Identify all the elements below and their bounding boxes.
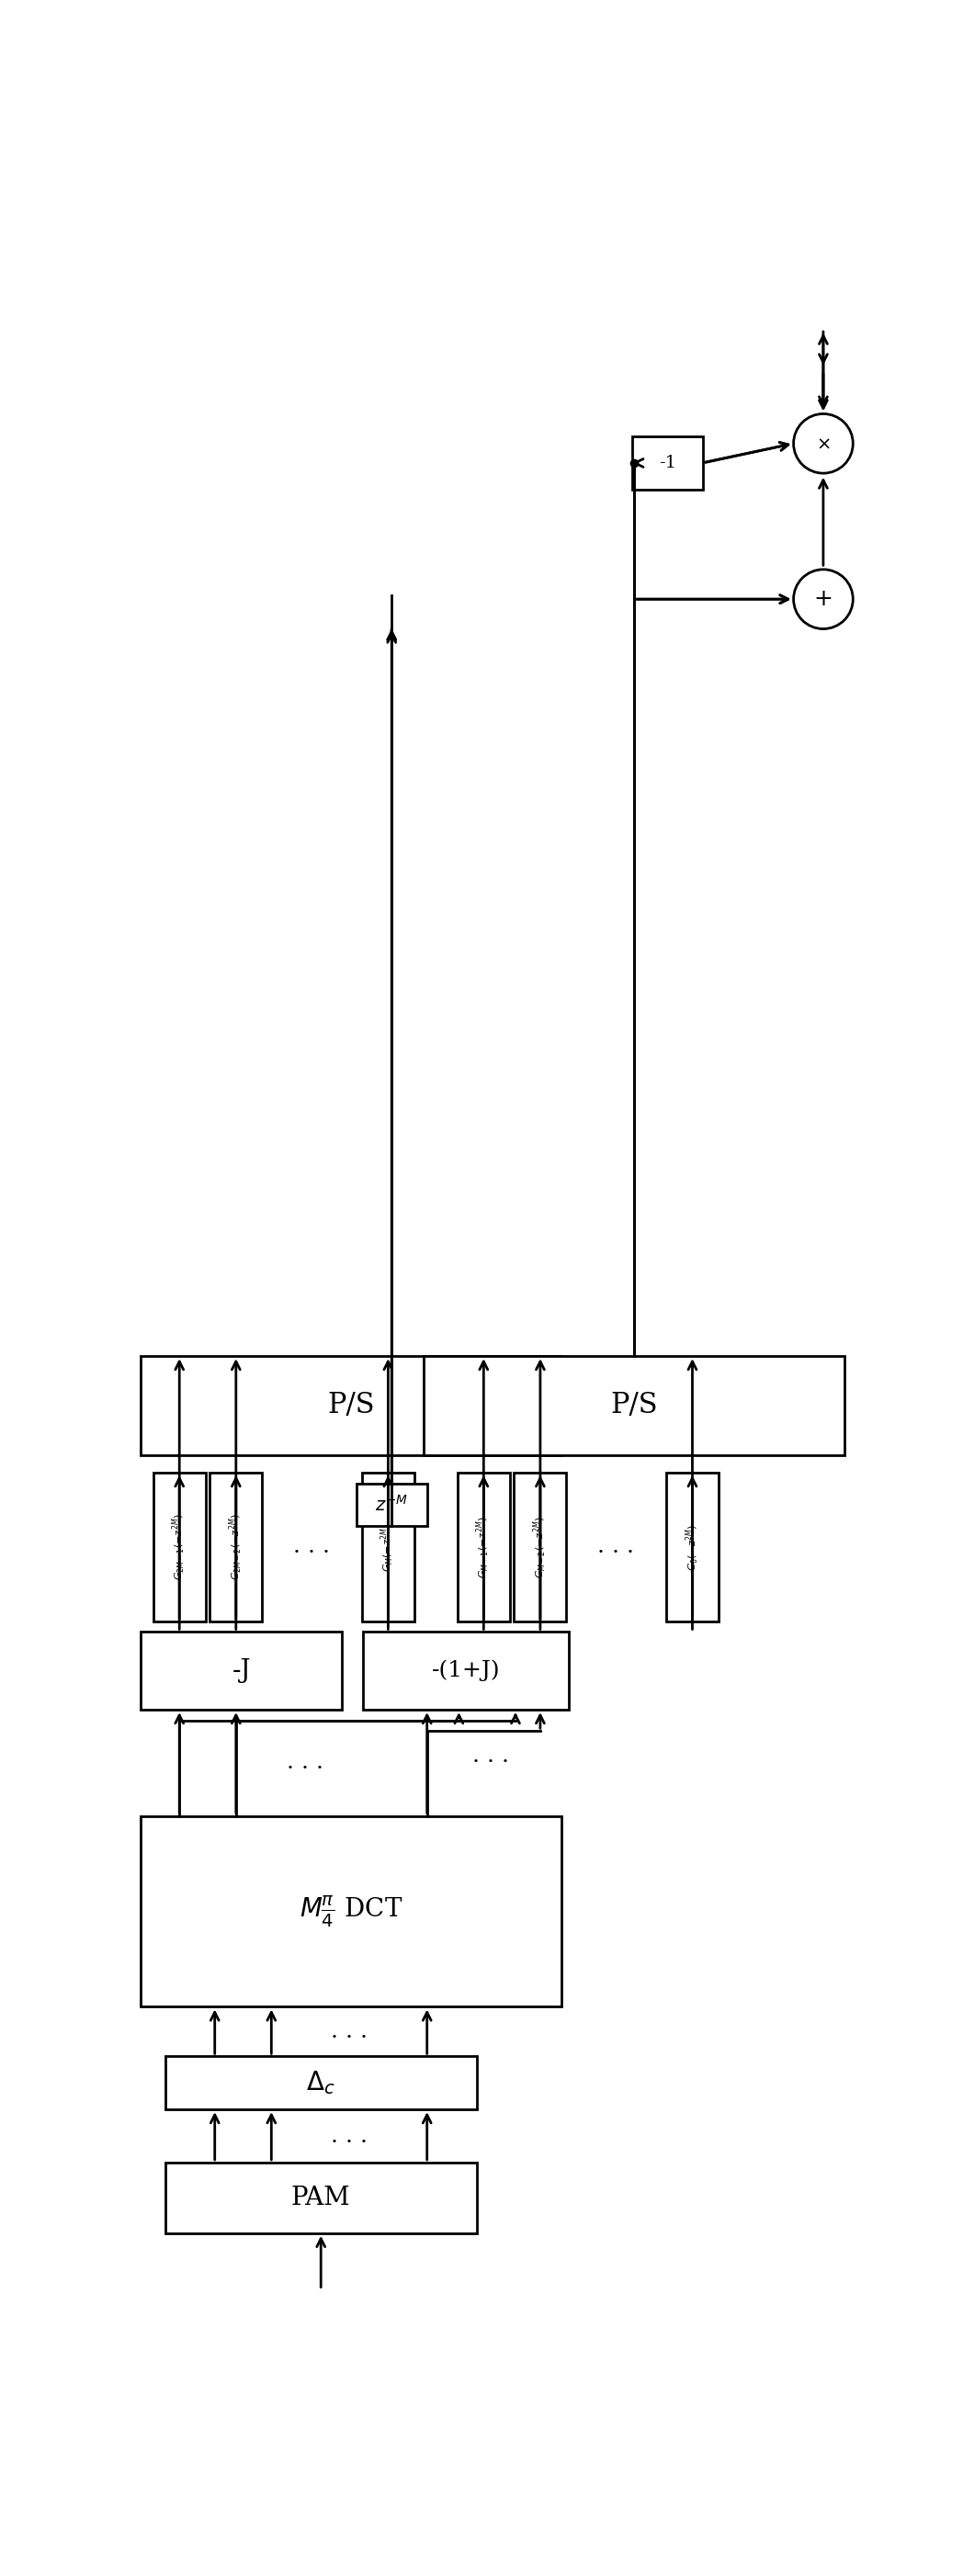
Text: . . .: . . . (472, 1744, 509, 1767)
Text: $G_{2M-2}(-z^{2M})$: $G_{2M-2}(-z^{2M})$ (227, 1515, 245, 1579)
Text: . . .: . . . (287, 1752, 324, 1772)
Text: . . .: . . . (294, 1535, 330, 1558)
Text: $\Delta_c$: $\Delta_c$ (306, 2069, 335, 2097)
Text: +: + (814, 587, 833, 611)
Bar (141, 1633, 342, 1710)
Text: . . .: . . . (331, 2022, 368, 2043)
Text: P/S: P/S (327, 1391, 375, 1419)
Text: $\times$: $\times$ (816, 435, 830, 453)
Text: $G_{M-2}(-z^{2M})$: $G_{M-2}(-z^{2M})$ (532, 1517, 549, 1579)
Text: -(1+J): -(1+J) (431, 1659, 500, 1682)
Bar (153, 1473, 205, 1620)
Circle shape (794, 415, 853, 474)
Text: PAM: PAM (291, 2184, 351, 2210)
Text: $z^{-M}$: $z^{-M}$ (376, 1494, 408, 1515)
Text: $G_M(-z^{2M})$: $G_M(-z^{2M})$ (379, 1522, 397, 1571)
Text: $M\frac{\pi}{4}$ DCT: $M\frac{\pi}{4}$ DCT (299, 1893, 403, 1929)
Text: P/S: P/S (611, 1391, 658, 1419)
Bar (666, 1473, 718, 1620)
Bar (514, 1473, 566, 1620)
Text: $G_0(-z^{2M})$: $G_0(-z^{2M})$ (684, 1522, 701, 1571)
Bar (424, 1355, 845, 1455)
Bar (141, 1355, 561, 1455)
Bar (363, 1633, 568, 1710)
Text: -J: -J (232, 1659, 250, 1682)
Text: -1: -1 (659, 456, 676, 471)
Circle shape (794, 569, 853, 629)
Bar (166, 2161, 477, 2233)
Text: $G_{2M-1}(-z^{2M})$: $G_{2M-1}(-z^{2M})$ (171, 1515, 188, 1579)
Text: . . .: . . . (331, 2125, 368, 2146)
Text: . . .: . . . (598, 1535, 635, 1558)
Bar (633, 435, 703, 489)
Text: $G_{M-1}(-z^{2M})$: $G_{M-1}(-z^{2M})$ (476, 1517, 492, 1579)
Bar (210, 1473, 262, 1620)
Bar (457, 1473, 509, 1620)
Bar (141, 1816, 561, 2007)
Bar (356, 1484, 427, 1525)
Bar (166, 2056, 477, 2110)
Bar (362, 1473, 414, 1620)
